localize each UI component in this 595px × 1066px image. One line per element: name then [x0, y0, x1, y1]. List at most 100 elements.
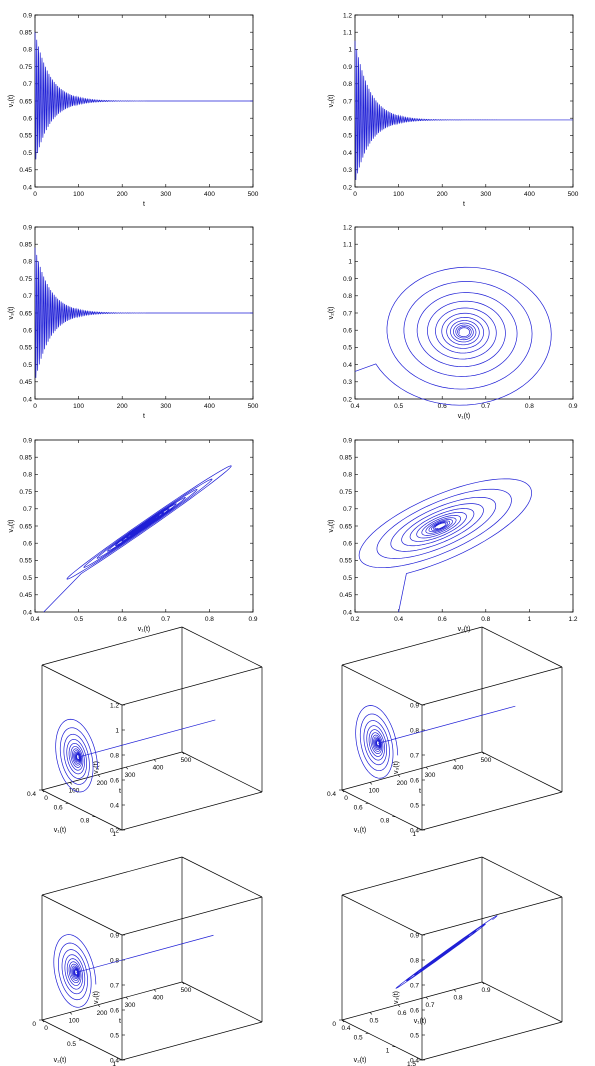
y-tick-label: 0.7	[23, 293, 32, 300]
y-tick-label: 0.75	[19, 489, 32, 496]
box-edge	[121, 666, 263, 706]
z-tick-label: 0.9	[410, 702, 419, 709]
z-axis-label: v₃(t)	[393, 761, 400, 774]
y-axis-label: v₂(t)	[328, 307, 335, 320]
3d-trajectory	[395, 915, 498, 989]
x-tick-label: 500	[481, 757, 492, 764]
x-tick-label: 0.8	[453, 995, 462, 1002]
phase-trajectory	[354, 266, 552, 406]
x-tick-label: 400	[153, 995, 164, 1002]
y-tick-label: 0.45	[339, 592, 352, 599]
y-tick-label: 0.4	[23, 396, 32, 403]
y-tick-label: 0.3	[343, 167, 352, 174]
y-axis-label: v₃(t)	[8, 520, 15, 533]
x-tick-label: 0	[33, 191, 37, 198]
x-tick	[341, 789, 345, 793]
y-tick-label: 0.65	[19, 523, 32, 530]
x-tick-label: 100	[393, 191, 404, 198]
z-axis-label: v₃(t)	[93, 991, 100, 1004]
z-tick-label: 0.8	[110, 752, 119, 759]
x-tick-label: 400	[153, 765, 164, 772]
y-tick-label: 0.9	[23, 224, 32, 231]
x-tick-label: 0.7	[161, 616, 170, 623]
y-tick-label: 0.2	[343, 396, 352, 403]
x-tick-label: 300	[160, 191, 171, 198]
box-edge	[341, 789, 423, 831]
x-tick-label: 400	[524, 191, 535, 198]
box-edge	[481, 856, 563, 898]
x-tick-label: 500	[248, 191, 259, 198]
z-axis-label: v₂(t)	[93, 761, 100, 774]
y-tick-label: 0.5	[354, 1034, 363, 1041]
x-tick-label: 200	[117, 191, 128, 198]
x-axis-label: v₁(t)	[138, 626, 150, 633]
box-edge	[341, 1019, 423, 1061]
y-tick-label: 0.6	[54, 804, 63, 811]
y-tick-label: 0.55	[19, 345, 32, 352]
y-tick-label: 0.65	[19, 310, 32, 317]
x-tick-label: 500	[181, 757, 192, 764]
x-tick	[97, 774, 101, 778]
y-tick-label: 0.6	[23, 541, 32, 548]
x-tick-label: 500	[568, 191, 579, 198]
x-tick-label: 0.8	[525, 403, 534, 410]
x-axis-label: v₂(t)	[458, 626, 471, 633]
x-tick	[481, 981, 485, 985]
box-edge	[181, 751, 263, 793]
x-tick-label: 0	[44, 795, 48, 802]
x-tick-label: 100	[73, 403, 84, 410]
y-tick-label: 1	[386, 1048, 390, 1055]
3d-trajectory	[55, 718, 216, 793]
y-tick-label: 0.55	[19, 558, 32, 565]
box-edge	[341, 664, 423, 706]
z-tick-label: 0.6	[110, 777, 119, 784]
chart-5: 0.4 0.5 0.6 0.7 0.8 0.9 0.4 0.45 0.5 0.55 0.6 0.65 0…	[8, 437, 258, 633]
y-tick-label: 0.9	[343, 276, 352, 283]
y-tick-label: 0.6	[343, 541, 352, 548]
box-edge	[121, 791, 263, 831]
x-tick-label: 300	[125, 1002, 136, 1009]
z-tick-label: 0.4	[410, 827, 419, 834]
y-tick-label: 0.8	[343, 472, 352, 479]
y-tick-label: 0.7	[343, 310, 352, 317]
chart-8: 01002003004005000.40.60.810.40.50.60.70.…	[327, 626, 563, 838]
z-tick-label: 0.6	[410, 777, 419, 784]
phase-trajectory	[358, 478, 532, 613]
y-tick-label: 0.8	[23, 472, 32, 479]
x-tick-label: 100	[69, 787, 80, 794]
x-tick-label: 500	[181, 987, 192, 994]
x-tick-label: 0	[344, 795, 348, 802]
x-tick	[125, 996, 129, 1000]
series-line	[34, 247, 253, 378]
y-tick-label: 0.75	[339, 489, 352, 496]
y-tick-label: 0.2	[343, 184, 352, 191]
x-tick-label: 0.9	[248, 616, 257, 623]
y-tick-label: 0.5	[343, 345, 352, 352]
y-tick-label: 0.8	[380, 818, 389, 825]
x-tick-label: 0.4	[341, 1025, 350, 1032]
box-edge	[421, 666, 563, 706]
box-edge	[421, 896, 563, 936]
y-tick-label: 0.5	[23, 362, 32, 369]
x-tick	[425, 766, 429, 770]
x-tick	[341, 1019, 345, 1023]
x-tick	[453, 989, 457, 992]
y-tick-label: 0.7	[23, 506, 32, 513]
x-tick-label: 0.5	[369, 1017, 378, 1024]
y-tick-label: 1.1	[343, 30, 352, 37]
x-tick-label: 0	[353, 191, 357, 198]
phase-trajectory	[43, 465, 232, 613]
y-tick-label: 0.45	[19, 379, 32, 386]
x-tick	[69, 1012, 73, 1015]
x-axis-label: t	[419, 788, 421, 795]
x-tick-label: 0.8	[205, 616, 214, 623]
z-tick-label: 0.9	[110, 932, 119, 939]
x-tick	[181, 751, 185, 755]
x-tick	[125, 766, 129, 770]
y-tick-label: 0.55	[339, 558, 352, 565]
x-tick-label: 200	[117, 403, 128, 410]
z-tick-label: 0.5	[410, 1032, 419, 1039]
y-tick-label: 0.45	[19, 167, 32, 174]
z-tick-label: 0.7	[410, 752, 419, 759]
